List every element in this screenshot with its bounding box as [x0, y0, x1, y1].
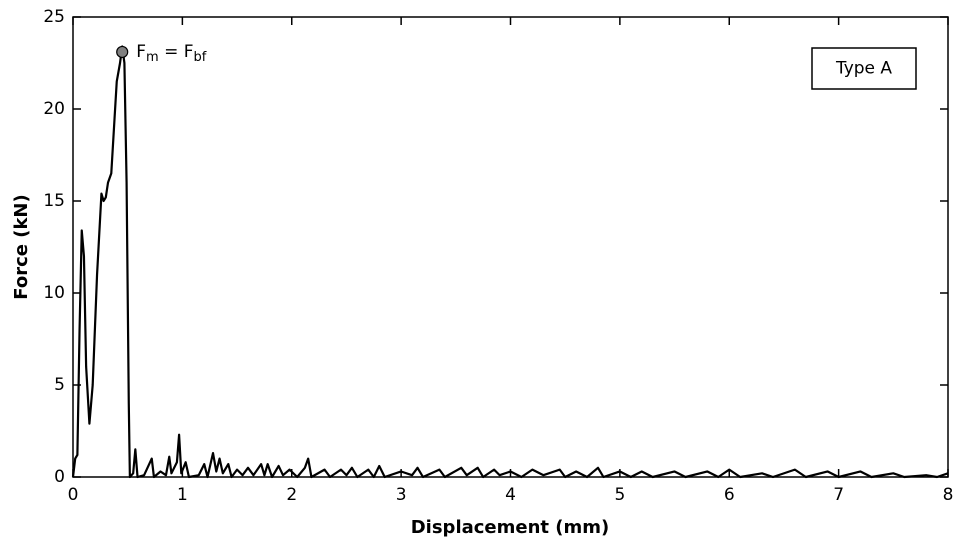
- y-tick-label: 15: [43, 191, 65, 211]
- legend-label: Type A: [835, 59, 892, 79]
- x-tick-label: 8: [943, 485, 954, 505]
- annotation-part: m: [146, 49, 159, 64]
- x-tick-label: 7: [833, 485, 844, 505]
- annotation: Fm = Fbf: [136, 42, 207, 65]
- y-tick-label: 20: [43, 99, 65, 119]
- y-axis-label: Force (kN): [11, 194, 32, 299]
- x-tick-label: 1: [177, 485, 188, 505]
- x-tick-label: 0: [68, 485, 79, 505]
- x-tick-label: 3: [396, 485, 407, 505]
- y-tick-label: 10: [43, 283, 65, 303]
- peak-marker: [116, 45, 129, 59]
- x-tick-label: 2: [286, 485, 297, 505]
- annotation-part: F: [184, 42, 194, 62]
- legend-box: [811, 47, 917, 90]
- x-tick-label: 6: [724, 485, 735, 505]
- x-tick-label: 5: [614, 485, 625, 505]
- x-axis-label: Displacement (mm): [411, 517, 610, 538]
- data-line: [71, 45, 949, 479]
- y-tick-label: 25: [43, 7, 65, 27]
- x-tick-label: 4: [505, 485, 516, 505]
- annotation-part: bf: [194, 49, 207, 64]
- annotation-part: F: [136, 42, 146, 62]
- annotation-part: =: [159, 42, 184, 62]
- y-tick-label: 5: [54, 375, 65, 395]
- y-tick-label: 0: [54, 467, 65, 487]
